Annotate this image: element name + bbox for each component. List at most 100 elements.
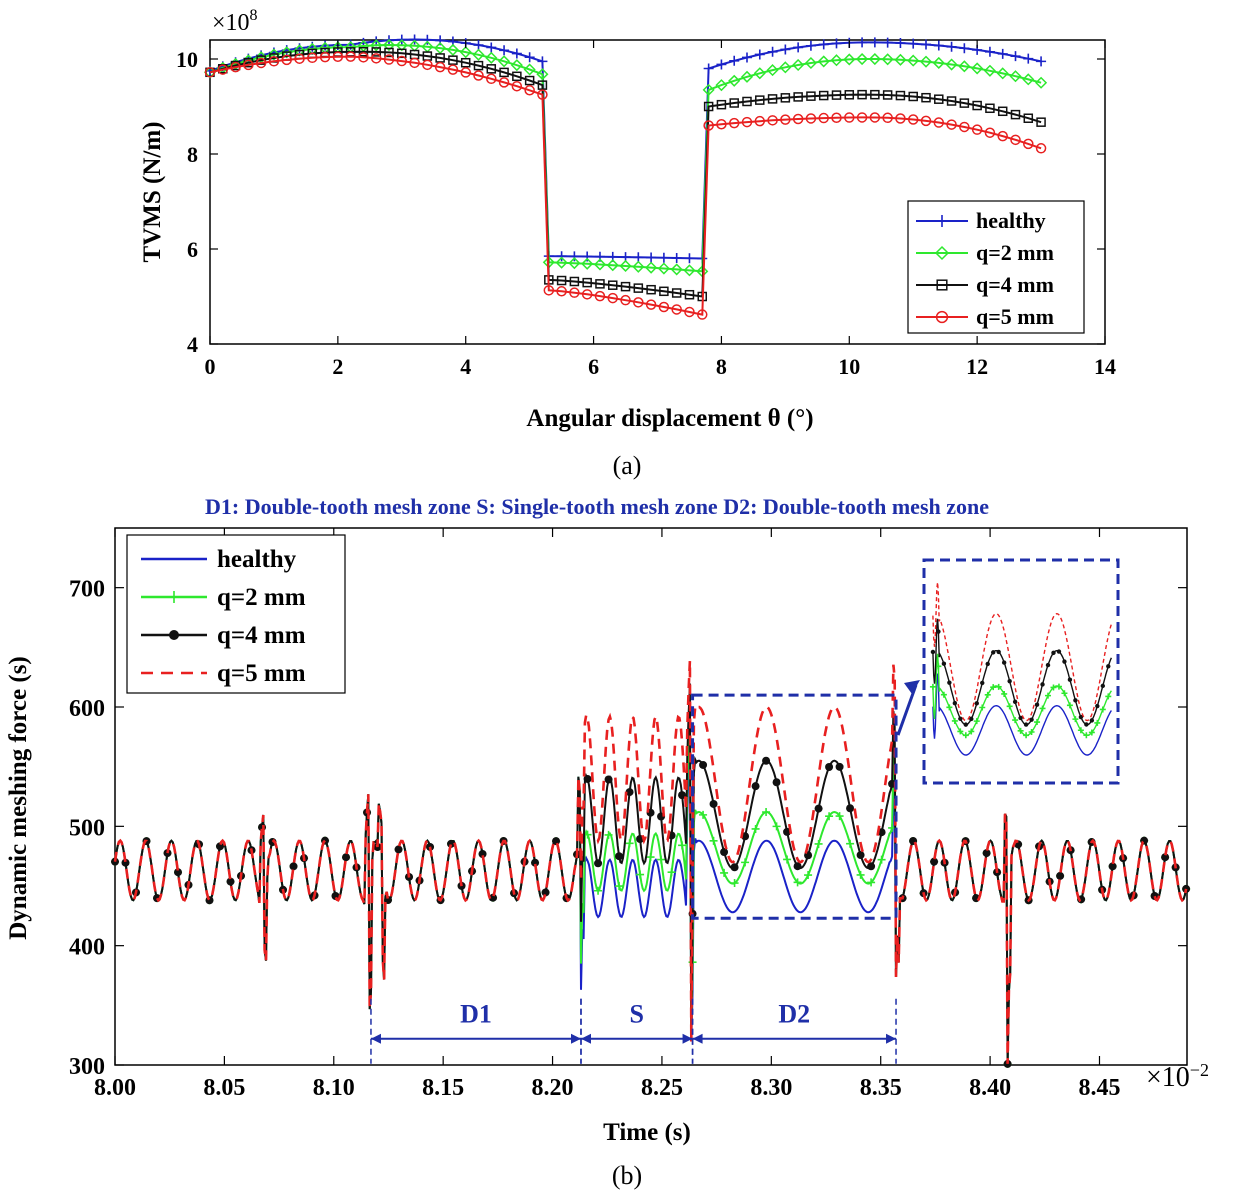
chart-a-point-q-5-mm [754, 115, 766, 127]
chart-a-point-q-4-mm [371, 47, 381, 57]
chart-b-point-q-4-mm [814, 804, 823, 813]
chart-a-point-q-4-mm [729, 98, 739, 108]
chart-a-xtick-label: 8 [716, 354, 727, 379]
chart-a-point-healthy [805, 40, 816, 51]
inset-point-q-2-mm [995, 683, 1002, 690]
inset-point-q-2-mm [940, 691, 947, 698]
chart-b-xtick-label: 8.20 [532, 1075, 574, 1101]
chart-b-legend-label: q=5 mm [217, 660, 306, 687]
chart-a-point-q-5-mm [703, 120, 714, 131]
zone-arrow-head-left [692, 1033, 703, 1044]
chart-a-point-q-4-mm [569, 276, 580, 287]
chart-a-point-healthy [1010, 51, 1021, 62]
chart-a-point-q-2-mm [645, 261, 658, 274]
chart-a-point-q-2-mm [792, 58, 805, 72]
chart-a-point-q-4-mm [582, 277, 592, 288]
chart-a-point-q-5-mm [767, 115, 778, 126]
inset-point-q-2-mm [968, 728, 975, 735]
chart-a-point-q-5-mm [984, 127, 996, 138]
chart-b-xlabel: Time (s) [603, 1119, 691, 1146]
chart-a-point-healthy [422, 34, 433, 45]
chart-b-xtick-label: 8.15 [422, 1075, 464, 1101]
inset-point-q-2-mm [979, 704, 986, 711]
chart-a-point-q-2-mm [830, 54, 843, 67]
zone-arrow-head-left [370, 1033, 381, 1044]
zoom-arrow-head [904, 680, 920, 694]
chart-a-point-q-2-mm [434, 42, 447, 55]
chart-b-point-q-4-mm [531, 858, 540, 867]
inset-point-q-4-mm [980, 680, 985, 686]
chart-a-point-q-2-mm [868, 52, 881, 66]
chart-a-point-q-5-mm [741, 116, 753, 128]
chart-a-point-q-4-mm [934, 94, 944, 104]
chart-b-xtick-label: 8.10 [313, 1075, 355, 1101]
chart-a-point-q-4-mm [793, 92, 803, 102]
chart-b-point-q-2-mm [730, 879, 739, 888]
chart-a-point-q-5-mm [486, 73, 497, 85]
inset-point-q-2-mm [1077, 727, 1084, 734]
zone-arrow-head-right [886, 1033, 897, 1044]
chart-b-point-q-4-mm [594, 859, 603, 868]
chart-a-point-q-2-mm [683, 264, 696, 277]
chart-a-point-q-4-mm [921, 92, 931, 103]
chart-b-zones: D1 S D2 [370, 998, 897, 1064]
chart-b-point-q-2-mm [709, 836, 718, 845]
chart-a-point-q-4-mm [524, 75, 535, 86]
chart-b-point-q-2-mm [877, 855, 886, 864]
chart-b-xtick-label: 8.30 [750, 1075, 792, 1101]
chart-a-point-healthy [908, 38, 919, 49]
chart-a-line-q-2-mm [209, 43, 1042, 273]
chart-a-point-q-5-mm [255, 57, 267, 69]
inset-point-q-4-mm [985, 661, 990, 667]
inset-point-q-2-mm [951, 717, 958, 724]
chart-a-point-q-4-mm [742, 96, 752, 107]
chart-a-point-q-5-mm [268, 56, 280, 67]
chart-b-xtick-label: 8.35 [860, 1075, 902, 1101]
chart-a-point-q-4-mm [595, 279, 605, 289]
chart-b-point-q-2-mm [804, 871, 813, 880]
chart-a-point-q-5-mm [895, 113, 906, 124]
inset-point-q-2-mm [929, 683, 936, 690]
chart-a-point-q-2-mm [1009, 70, 1022, 83]
chart-a-point-healthy [684, 253, 695, 264]
chart-a-point-q-5-mm [959, 121, 970, 133]
chart-a-ylabel: TVMS (N/m) [139, 122, 166, 263]
chart-a-point-q-5-mm [537, 89, 548, 100]
inset-point-q-4-mm [930, 649, 936, 655]
chart-a-point-q-5-mm [971, 124, 983, 135]
chart-a-point-healthy [486, 42, 497, 53]
chart-a-point-healthy [793, 42, 804, 53]
chart-a-point-q-2-mm [715, 79, 728, 92]
inset-point-q-4-mm [958, 716, 963, 721]
chart-b-point-q-2-mm [856, 870, 865, 879]
chart-b-point-q-4-mm [793, 862, 802, 871]
chart-a-point-q-4-mm [908, 91, 918, 102]
inset-point-q-4-mm [1084, 722, 1089, 727]
chart-a-point-q-2-mm [670, 263, 683, 276]
chart-a-point-q-5-mm [230, 61, 241, 73]
chart-a-point-healthy [895, 38, 906, 49]
chart-b-xtick-label: 8.40 [969, 1075, 1011, 1101]
chart-a-point-q-4-mm [882, 90, 893, 100]
chart-b-zoom-inset [691, 558, 1120, 920]
chart-b-title: D1: Double-tooth mesh zone S: Single-too… [205, 494, 989, 519]
chart-a-point-q-2-mm [632, 260, 645, 273]
chart-a-point-q-5-mm [856, 112, 868, 123]
chart-a-legend-label: healthy [976, 208, 1046, 233]
chart-b: D1: Double-tooth mesh zone S: Single-too… [5, 494, 1209, 1190]
chart-a-point-q-2-mm [446, 43, 459, 56]
chart-a-point-q-5-mm [460, 67, 471, 78]
chart-a-point-q-4-mm [946, 96, 957, 106]
chart-b-point-q-4-mm [121, 858, 130, 867]
chart-a-point-q-4-mm [1023, 113, 1034, 123]
chart-a-point-q-5-mm [498, 77, 510, 88]
chart-a-legend-entry-q-4-mm: q=4 mm [916, 272, 1054, 297]
chart-a-point-q-5-mm [409, 57, 420, 69]
chart-a-legend: healthy q=2 mm q=4 mm q=5 mm [907, 200, 1085, 334]
inset-point-q-4-mm [1007, 678, 1012, 684]
chart-a-point-q-2-mm [996, 67, 1009, 80]
chart-b-point-q-4-mm [604, 775, 613, 784]
chart-a-ytick-label: 10 [176, 47, 198, 72]
chart-b-point-q-4-mm [226, 877, 235, 886]
